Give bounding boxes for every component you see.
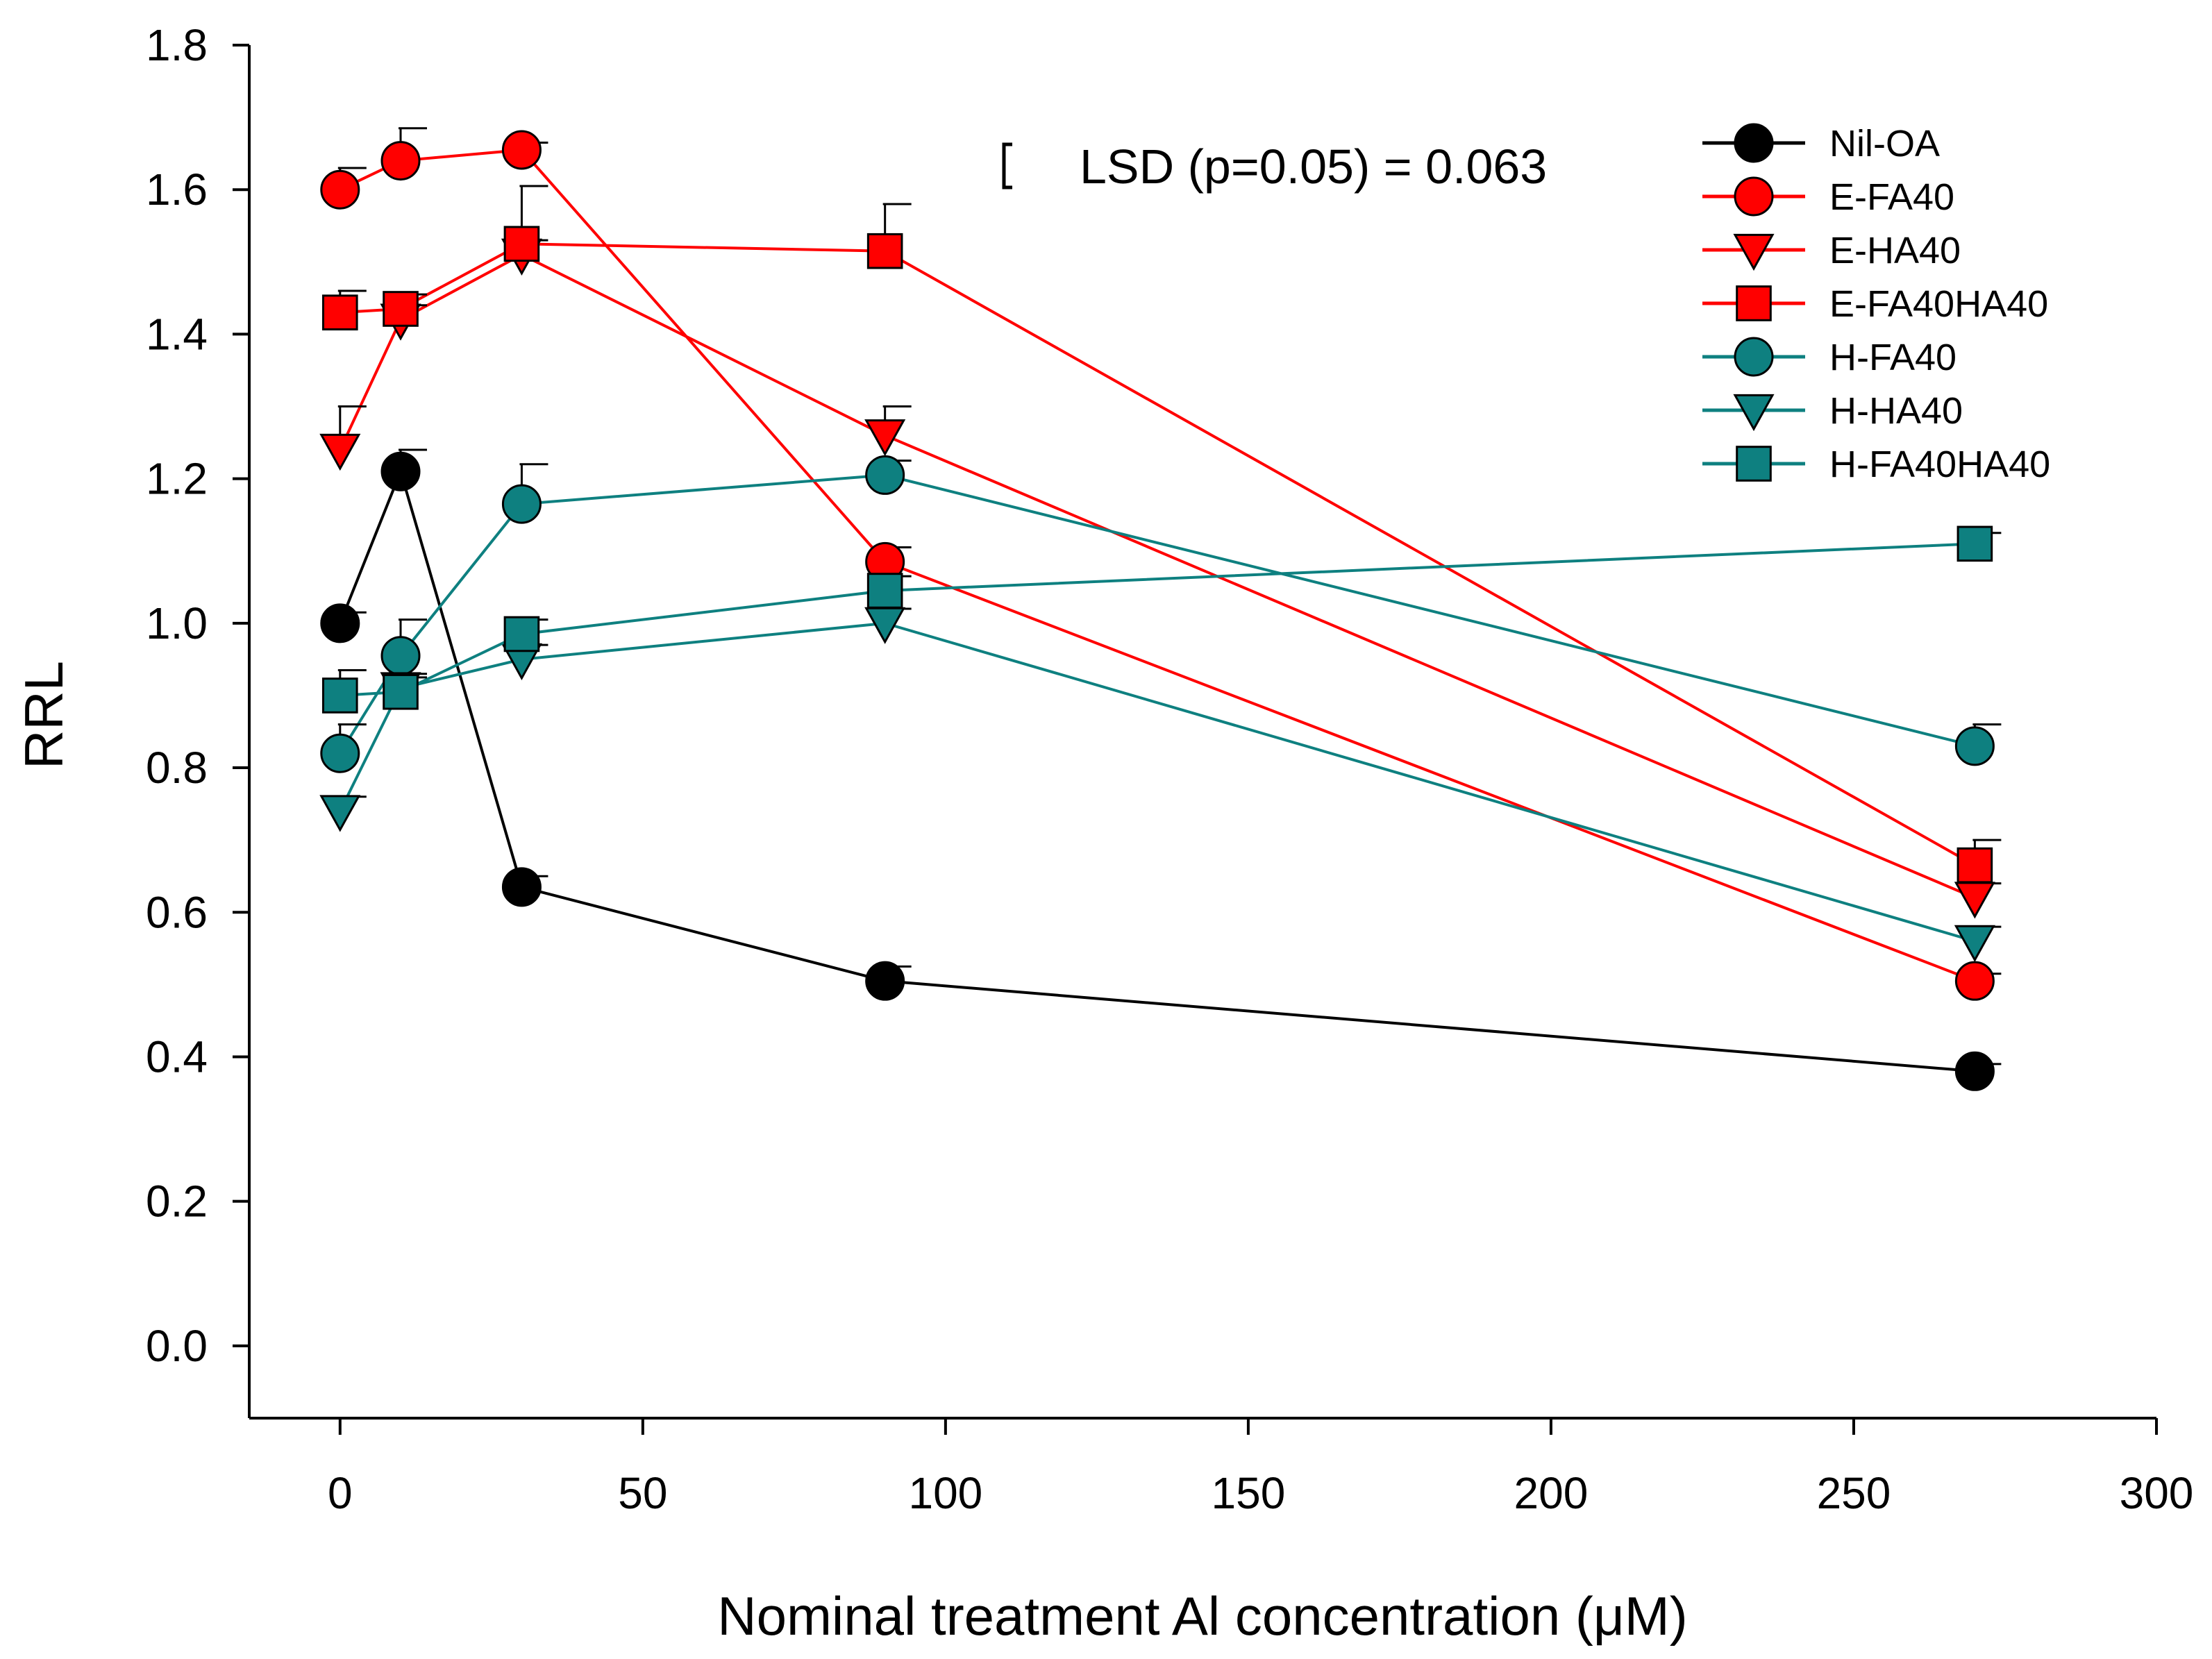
data-point bbox=[864, 419, 906, 457]
data-point bbox=[1957, 847, 1993, 884]
data-point bbox=[383, 291, 419, 327]
series-e-fa40ha40 bbox=[322, 185, 2002, 884]
data-point bbox=[865, 455, 905, 495]
legend-marker bbox=[1736, 446, 1772, 482]
x-tick-label: 200 bbox=[1514, 1468, 1589, 1518]
legend-label: E-FA40 bbox=[1829, 176, 1954, 218]
legend-marker bbox=[1734, 176, 1774, 217]
y-axis-title: RRL bbox=[13, 661, 74, 769]
x-tick-label: 50 bbox=[618, 1468, 667, 1518]
legend-label: H-HA40 bbox=[1829, 390, 1963, 432]
legend-item-h-fa40: H-FA40 bbox=[1702, 337, 1957, 378]
series-h-ha40 bbox=[319, 607, 2002, 962]
data-point bbox=[319, 795, 361, 832]
lsd-annotation-text: LSD (p=0.05) = 0.063 bbox=[1080, 140, 1547, 194]
data-point bbox=[866, 233, 903, 269]
data-point bbox=[501, 867, 542, 907]
x-tick-label: 150 bbox=[1212, 1468, 1286, 1518]
data-point bbox=[322, 294, 358, 330]
data-point bbox=[319, 433, 361, 471]
data-point bbox=[503, 226, 540, 262]
data-point bbox=[380, 636, 421, 676]
legend: Nil-OA E-FA40 E-HA40 E-FA40HA40 H-FA40 H-HA40… bbox=[1702, 123, 2050, 485]
data-point bbox=[1957, 525, 1993, 562]
legend-item-e-ha40: E-HA40 bbox=[1702, 230, 1961, 271]
legend-marker bbox=[1734, 337, 1774, 377]
data-point bbox=[865, 961, 905, 1001]
y-tick-label: 1.6 bbox=[146, 165, 208, 214]
legend-marker bbox=[1736, 285, 1772, 321]
x-tick-label: 300 bbox=[2120, 1468, 2194, 1518]
y-tick-label: 0.4 bbox=[146, 1031, 208, 1081]
legend-marker bbox=[1734, 123, 1774, 163]
axes bbox=[248, 45, 2156, 1420]
data-point bbox=[501, 484, 542, 524]
y-tick-label: 0.8 bbox=[146, 743, 208, 793]
series-line bbox=[339, 473, 1975, 755]
x-axis-title: Nominal treatment Al concentration (μM) bbox=[717, 1585, 1688, 1647]
data-point bbox=[1954, 882, 1995, 919]
data-point bbox=[320, 603, 360, 643]
data-point bbox=[503, 616, 540, 652]
data-point bbox=[1954, 961, 1995, 1001]
y-tick-label: 1.2 bbox=[146, 454, 208, 504]
y-tick-label: 0.2 bbox=[146, 1177, 208, 1227]
legend-item-e-fa40ha40: E-FA40HA40 bbox=[1702, 283, 2048, 325]
series-h-fa40ha40 bbox=[322, 525, 2002, 714]
series-nil-oa bbox=[320, 448, 2002, 1091]
ticks: 0.0 0.2 0.4 0.6 0.8 1.0 1.2 1.4 1.6 1.8 0 50 100 150 2… bbox=[146, 20, 2193, 1518]
data-point bbox=[501, 130, 542, 170]
y-tick-label: 1.0 bbox=[146, 598, 208, 648]
series-line bbox=[338, 253, 1976, 900]
legend-label: Nil-OA bbox=[1829, 123, 1940, 165]
series-line bbox=[338, 467, 1975, 1073]
data-point bbox=[320, 169, 360, 210]
lsd-error-bar bbox=[1002, 142, 1012, 190]
legend-marker bbox=[1733, 394, 1775, 432]
y-tick-label: 0.6 bbox=[146, 887, 208, 937]
legend-item-e-fa40: E-FA40 bbox=[1702, 176, 1954, 218]
series-line bbox=[340, 542, 1975, 697]
legend-item-nil-oa: Nil-OA bbox=[1702, 123, 1940, 165]
series-e-fa40 bbox=[320, 127, 2002, 1001]
legend-label: H-FA40HA40 bbox=[1829, 444, 2050, 485]
series-layer bbox=[319, 127, 2002, 1091]
y-tick-label: 1.8 bbox=[146, 20, 208, 70]
series-h-fa40 bbox=[320, 455, 2002, 773]
data-point bbox=[380, 141, 421, 181]
legend-label: E-FA40HA40 bbox=[1829, 283, 2048, 325]
lsd-annotation: LSD (p=0.05) = 0.063 bbox=[1002, 140, 1547, 194]
legend-label: H-FA40 bbox=[1829, 337, 1957, 378]
data-point bbox=[1954, 925, 1995, 962]
y-tick-label: 0.0 bbox=[146, 1321, 208, 1371]
x-tick-label: 100 bbox=[908, 1468, 982, 1518]
x-tick-label: 0 bbox=[328, 1468, 353, 1518]
data-point bbox=[320, 733, 360, 773]
data-point bbox=[383, 673, 419, 710]
legend-marker bbox=[1733, 233, 1775, 271]
data-point bbox=[866, 573, 903, 609]
data-point bbox=[380, 451, 421, 491]
y-tick-label: 1.4 bbox=[146, 309, 208, 359]
legend-item-h-ha40: H-HA40 bbox=[1702, 390, 1963, 432]
data-point bbox=[1954, 726, 1995, 766]
legend-item-h-fa40ha40: H-FA40HA40 bbox=[1702, 444, 2050, 485]
data-point bbox=[322, 677, 358, 714]
data-point bbox=[1954, 1051, 1995, 1091]
x-tick-label: 250 bbox=[1817, 1468, 1891, 1518]
series-line bbox=[339, 148, 1976, 983]
series-line bbox=[339, 621, 1975, 943]
legend-label: E-HA40 bbox=[1829, 230, 1961, 271]
